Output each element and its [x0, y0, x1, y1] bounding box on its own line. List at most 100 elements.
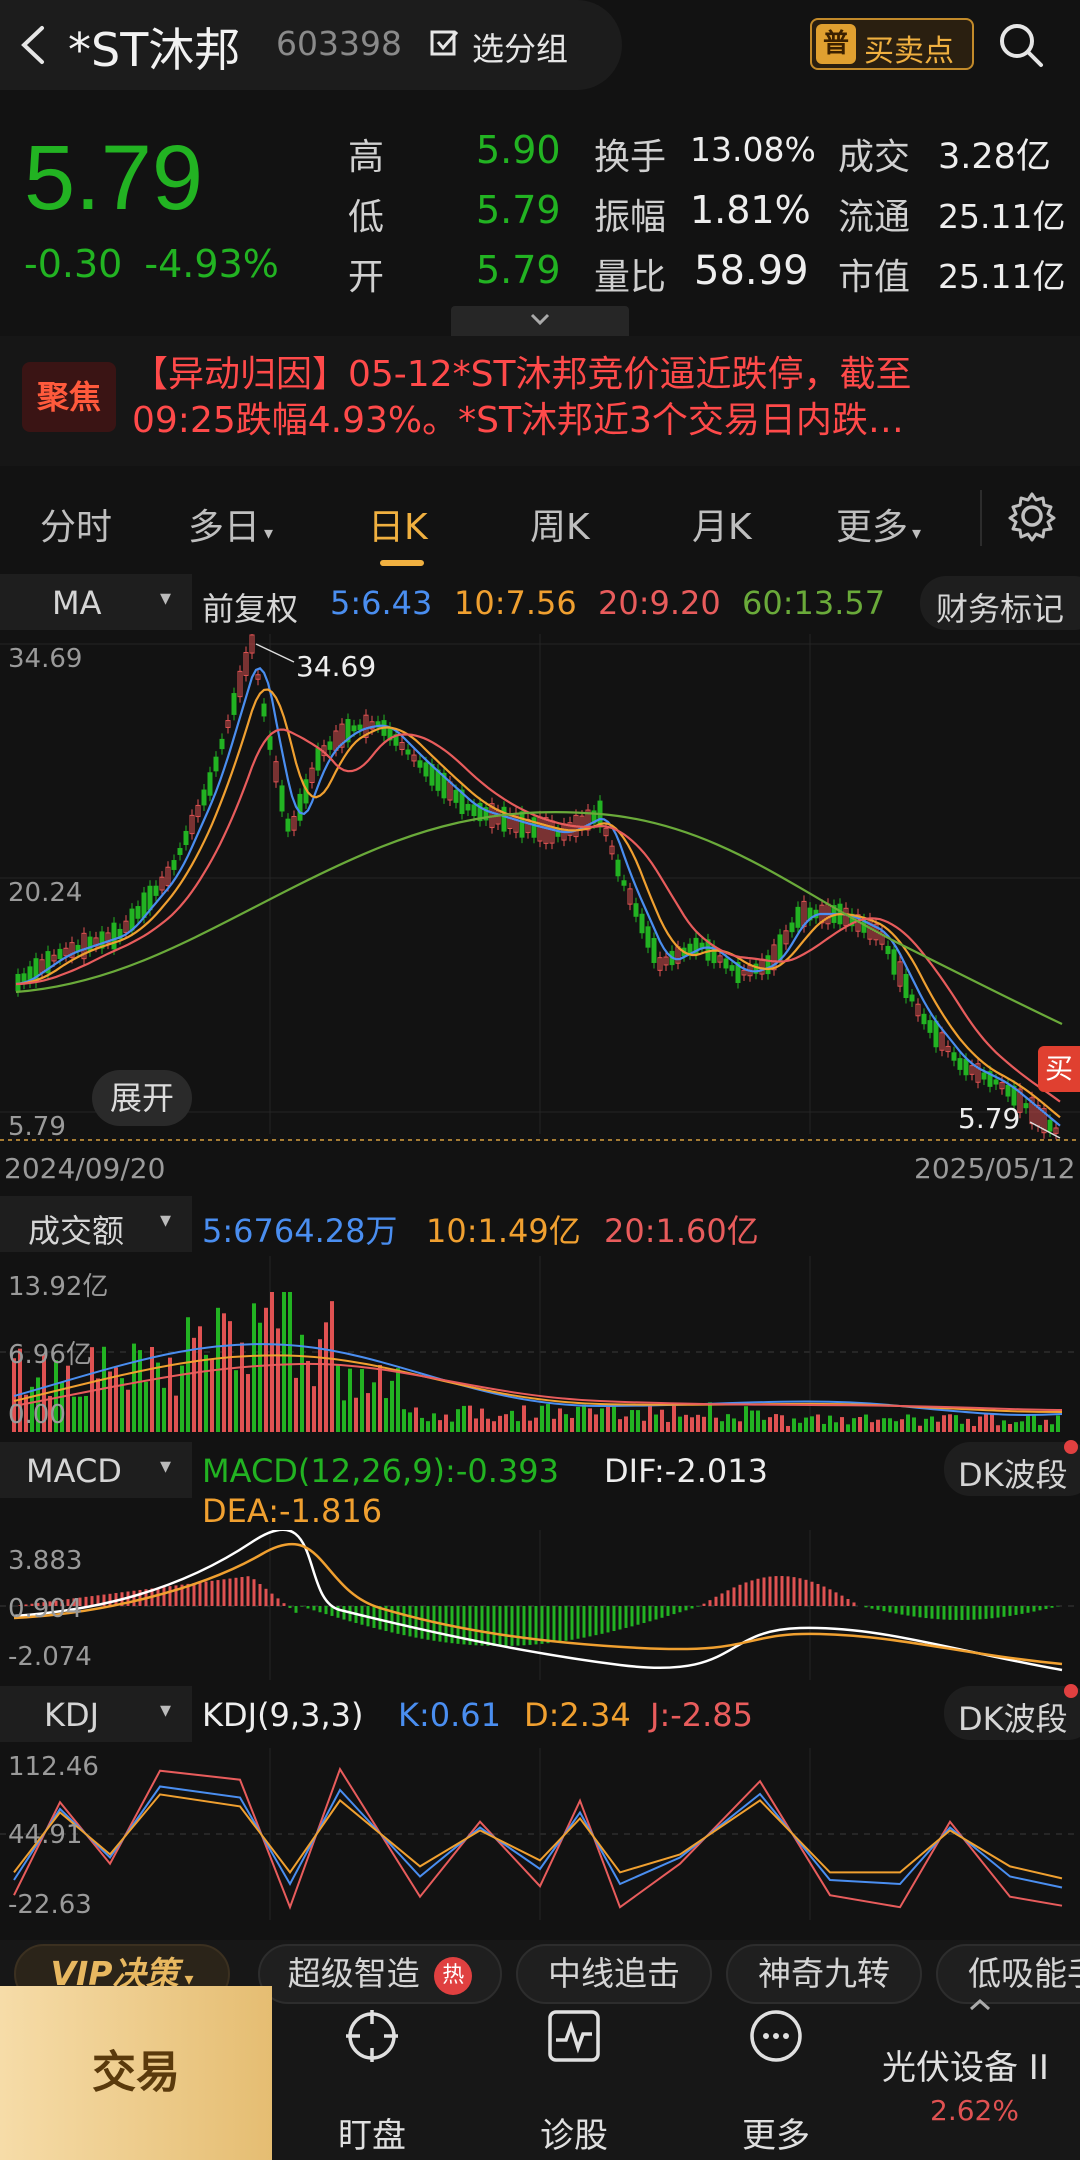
tab-monthly-k[interactable]: 月K — [692, 507, 752, 548]
volume-bar — [672, 1405, 676, 1432]
macd-histogram-bar — [108, 1593, 112, 1606]
macd-histogram-bar — [570, 1606, 574, 1640]
macd-histogram-bar — [930, 1606, 934, 1619]
macd-histogram-bar — [396, 1606, 400, 1634]
macd-histogram-bar — [1014, 1606, 1018, 1615]
candle-body — [339, 723, 345, 748]
volume-ma5-line — [13, 1343, 1063, 1417]
volume-bar — [372, 1382, 376, 1432]
buy-signal-tag[interactable]: 买 — [1038, 1046, 1080, 1092]
ma60-line — [15, 811, 1063, 1025]
sector-change: 2.62% — [930, 2094, 1019, 2127]
news-bar[interactable] — [0, 336, 1080, 466]
high-pointer — [255, 643, 295, 663]
bs-label: 买卖点 — [864, 34, 954, 69]
volume-bar — [522, 1405, 526, 1432]
nav-more[interactable]: 更多 — [676, 1986, 876, 2160]
macd-histogram-bar — [330, 1606, 334, 1616]
macd-histogram-bar — [1032, 1606, 1036, 1612]
ma5-line — [15, 666, 1061, 1127]
macd-histogram-bar — [282, 1603, 286, 1606]
kdj-k: K:0.61 — [398, 1696, 502, 1734]
expand-button[interactable]: 展开 — [92, 1070, 192, 1126]
volume-indicator-selector[interactable]: 成交额 ▾ — [0, 1196, 192, 1252]
macd-histogram-bar — [828, 1589, 832, 1606]
buy-sell-point-button[interactable]: 普 买卖点 — [810, 18, 974, 70]
macd-histogram-bar — [384, 1606, 388, 1632]
volume-bar — [888, 1418, 892, 1432]
back-icon[interactable] — [12, 22, 56, 68]
tab-weekly-k[interactable]: 周K — [530, 507, 590, 548]
strategy-magic-nine[interactable]: 神奇九转 — [726, 1944, 922, 2004]
select-group-button[interactable]: 选分组 — [472, 30, 569, 68]
volume-bar — [1026, 1415, 1030, 1432]
kline-chart[interactable] — [0, 634, 1080, 1142]
macd-histogram-bar — [318, 1606, 322, 1613]
ma-indicator-selector[interactable]: MA ▾ — [0, 574, 192, 630]
tab-daily-k[interactable]: 日K — [368, 507, 428, 548]
volume-bar — [426, 1421, 430, 1432]
kline-date-end: 2025/05/12 — [914, 1152, 1076, 1185]
tab-intraday[interactable]: 分时 — [40, 507, 113, 548]
volume-bar — [558, 1408, 562, 1432]
volume-bar — [54, 1360, 58, 1432]
tab-multiday[interactable]: 多日 ▾ — [188, 498, 273, 550]
volume-bar — [540, 1405, 544, 1432]
volume-bar — [198, 1326, 202, 1432]
finance-mark-button[interactable]: 财务标记 — [920, 576, 1080, 630]
settings-gear-icon[interactable] — [1006, 490, 1058, 542]
volume-chart[interactable] — [0, 1256, 1080, 1432]
nav-more-label: 更多 — [742, 2116, 810, 2156]
candle-body — [219, 738, 225, 750]
kdj-chart[interactable] — [0, 1748, 1080, 1920]
candle-body — [723, 958, 729, 969]
strategy-low-buy[interactable]: 低吸能手 — [936, 1944, 1080, 2004]
macd-wave-button[interactable]: DK波段 — [944, 1442, 1080, 1496]
volume-bar — [648, 1404, 652, 1432]
candle-body — [141, 892, 147, 918]
macd-histogram-bar — [270, 1593, 274, 1606]
trade-button[interactable]: 交易 — [0, 1986, 272, 2160]
adjust-mode[interactable]: 前复权 — [202, 590, 299, 628]
candle-body — [729, 965, 735, 971]
news-text[interactable]: 【异动归因】05-12*ST沐邦竞价逼近跌停，截至 09:25跌幅4.93%。*… — [132, 352, 1052, 444]
tab-more[interactable]: 更多 ▾ — [836, 498, 921, 550]
volume-ma20-line — [13, 1362, 1063, 1411]
group-check-icon[interactable] — [430, 28, 460, 58]
candle-body — [357, 724, 363, 731]
volume-bar — [384, 1398, 388, 1432]
macd-histogram-bar — [1008, 1606, 1012, 1616]
candle-body — [399, 741, 405, 751]
macd-histogram-bar — [258, 1584, 262, 1606]
nav-diagnose[interactable]: 诊股 — [474, 1986, 674, 2160]
candle-body — [183, 830, 189, 846]
volume-bar — [336, 1364, 340, 1432]
search-icon[interactable] — [996, 20, 1046, 70]
volume-bar — [480, 1408, 484, 1432]
quote-expand-toggle[interactable] — [451, 306, 629, 336]
kline-y-mid: 20.24 — [8, 878, 83, 908]
macd-chart[interactable] — [0, 1530, 1080, 1680]
low-pointer — [1029, 1121, 1061, 1139]
volume-bar — [804, 1417, 808, 1432]
macd-histogram-bar — [30, 1603, 34, 1606]
volume-bar — [390, 1380, 394, 1432]
nav-watch[interactable]: 盯盘 — [272, 1986, 472, 2160]
kdj-indicator-selector[interactable]: KDJ ▾ — [0, 1686, 192, 1742]
candle-body — [177, 848, 183, 855]
macd-histogram-bar — [606, 1606, 610, 1633]
macd-histogram-bar — [294, 1606, 298, 1613]
current-price: 5.79 — [24, 127, 204, 229]
macd-indicator-selector[interactable]: MACD ▾ — [0, 1442, 192, 1498]
volume-bar — [900, 1419, 904, 1432]
dif-line — [13, 1530, 1063, 1672]
sector-ticker[interactable]: 光伏设备 II 2.62% — [878, 1986, 1080, 2160]
strategy-super-manufacturing[interactable]: 超级智造 热 — [258, 1944, 502, 2004]
macd-histogram-bar — [936, 1606, 940, 1620]
strategy-midline-chase[interactable]: 中线追击 — [516, 1944, 712, 2004]
candle-body — [621, 880, 627, 886]
candle-body — [1053, 1127, 1059, 1134]
kdj-wave-button[interactable]: DK波段 — [944, 1686, 1080, 1740]
macd-histogram-bar — [402, 1606, 406, 1636]
macd-histogram-bar — [84, 1596, 88, 1606]
